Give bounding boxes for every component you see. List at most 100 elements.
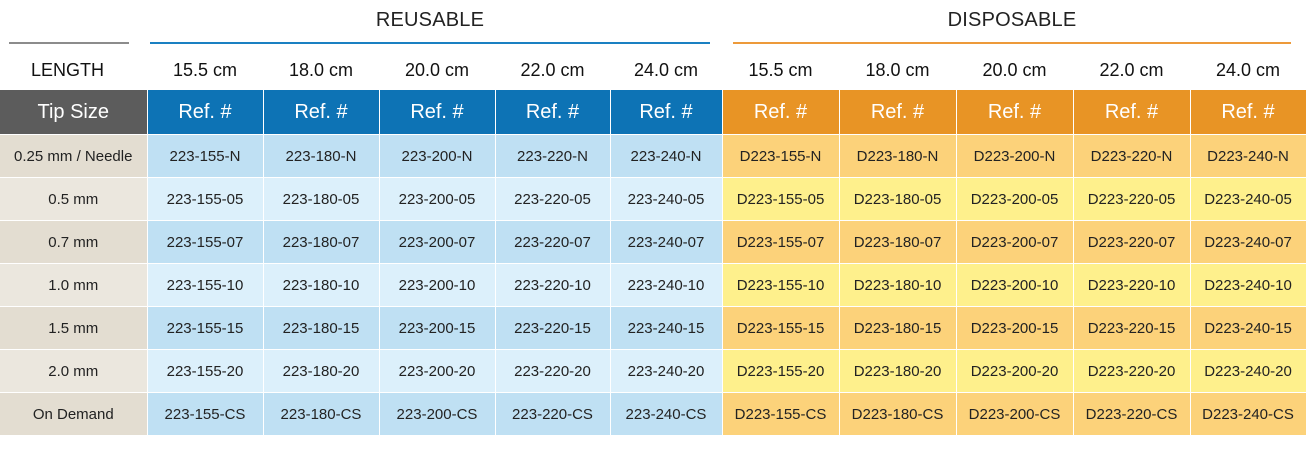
reusable-ref-cell: 223-240-05	[610, 177, 723, 221]
length-value: 15.5 cm	[748, 59, 813, 80]
disposable-ref-header: Ref. #	[722, 90, 840, 135]
reusable-ref-cell: 223-155-15	[147, 306, 264, 350]
reusable-ref-cell: 223-155-10	[147, 263, 264, 307]
disposable-ref-cell: D223-180-N	[839, 134, 957, 178]
reusable-ref-cell: 223-180-10	[263, 263, 380, 307]
length-value: 20.0 cm	[982, 59, 1047, 80]
disposable-ref-cell: D223-220-N	[1073, 134, 1191, 178]
tip-size-cell: 0.25 mm / Needle	[0, 134, 148, 178]
disposable-ref-cell: D223-240-CS	[1190, 392, 1307, 436]
disposable-ref-cell: D223-155-20	[722, 349, 840, 393]
tip-size-cell: On Demand	[0, 392, 148, 436]
reusable-ref-cell: 223-180-N	[263, 134, 380, 178]
length-divider	[9, 42, 129, 44]
disposable-ref-cell: D223-200-CS	[956, 392, 1074, 436]
table-row: 0.5 mm 223-155-05 223-180-05 223-200-05 223-…	[0, 177, 1307, 221]
reusable-ref-cell: 223-200-05	[379, 177, 496, 221]
reusable-ref-cell: 223-180-05	[263, 177, 380, 221]
reusable-ref-header: Ref. #	[263, 90, 380, 135]
disposable-ref-header: Ref. #	[1190, 90, 1307, 135]
table-row: 0.7 mm 223-155-07 223-180-07 223-200-07 223-…	[0, 220, 1307, 264]
reusable-ref-cell: 223-240-N	[610, 134, 723, 178]
reusable-ref-cell: 223-220-10	[495, 263, 611, 307]
disposable-ref-cell: D223-240-20	[1190, 349, 1307, 393]
reusable-ref-cell: 223-155-CS	[147, 392, 264, 436]
reusable-ref-cell: 223-200-07	[379, 220, 496, 264]
length-value: 18.0 cm	[288, 59, 354, 80]
reusable-ref-header: Ref. #	[610, 90, 723, 135]
disposable-ref-cell: D223-220-CS	[1073, 392, 1191, 436]
disposable-ref-cell: D223-155-10	[722, 263, 840, 307]
length-value: 22.0 cm	[520, 59, 585, 80]
tip-size-cell: 0.5 mm	[0, 177, 148, 221]
disposable-ref-cell: D223-155-CS	[722, 392, 840, 436]
reusable-ref-cell: 223-180-CS	[263, 392, 380, 436]
tip-size-header: Tip Size	[0, 90, 148, 135]
reusable-ref-cell: 223-180-15	[263, 306, 380, 350]
reusable-ref-cell: 223-220-N	[495, 134, 611, 178]
disposable-ref-header: Ref. #	[1073, 90, 1191, 135]
reusable-ref-cell: 223-155-05	[147, 177, 264, 221]
reusable-ref-cell: 223-155-20	[147, 349, 264, 393]
tip-size-cell: 1.5 mm	[0, 306, 148, 350]
disposable-ref-cell: D223-240-N	[1190, 134, 1307, 178]
disposable-ref-cell: D223-155-15	[722, 306, 840, 350]
reusable-ref-cell: 223-220-15	[495, 306, 611, 350]
disposable-ref-cell: D223-180-CS	[839, 392, 957, 436]
disposable-ref-cell: D223-200-N	[956, 134, 1074, 178]
disposable-ref-cell: D223-155-05	[722, 177, 840, 221]
disposable-ref-cell: D223-220-05	[1073, 177, 1191, 221]
reusable-ref-cell: 223-240-07	[610, 220, 723, 264]
disposable-ref-cell: D223-180-07	[839, 220, 957, 264]
reusable-ref-cell: 223-220-07	[495, 220, 611, 264]
reusable-group-underline	[150, 42, 710, 44]
disposable-ref-cell: D223-180-10	[839, 263, 957, 307]
disposable-ref-cell: D223-240-10	[1190, 263, 1307, 307]
table-row: On Demand 223-155-CS 223-180-CS 223-200-CS 2…	[0, 392, 1307, 436]
length-row: LENGTH 15.5 cm 18.0 cm 20.0 cm 22.0 cm 24.0 …	[0, 50, 1308, 90]
table-row: 1.5 mm 223-155-15 223-180-15 223-200-15 223-…	[0, 306, 1307, 350]
tip-size-cell: 0.7 mm	[0, 220, 148, 264]
table-row: 1.0 mm 223-155-10 223-180-10 223-200-10 223-…	[0, 263, 1307, 307]
reference-table: Tip Size Ref. # Ref. # Ref. # Ref. # Ref. # Re…	[0, 90, 1307, 436]
reusable-ref-cell: 223-155-07	[147, 220, 264, 264]
reusable-ref-cell: 223-220-05	[495, 177, 611, 221]
length-value: 24.0 cm	[633, 59, 699, 80]
reusable-ref-cell: 223-200-15	[379, 306, 496, 350]
length-value: 22.0 cm	[1099, 59, 1164, 80]
disposable-ref-cell: D223-155-07	[722, 220, 840, 264]
length-value: 15.5 cm	[172, 59, 238, 80]
disposable-ref-cell: D223-240-15	[1190, 306, 1307, 350]
reusable-ref-header: Ref. #	[147, 90, 264, 135]
disposable-ref-cell: D223-200-05	[956, 177, 1074, 221]
reusable-ref-cell: 223-240-15	[610, 306, 723, 350]
header-row: Tip Size Ref. # Ref. # Ref. # Ref. # Ref. # Re…	[0, 90, 1307, 135]
disposable-ref-cell: D223-220-10	[1073, 263, 1191, 307]
tip-size-cell: 1.0 mm	[0, 263, 148, 307]
disposable-ref-cell: D223-180-05	[839, 177, 957, 221]
table-row: 2.0 mm 223-155-20 223-180-20 223-200-20 223-…	[0, 349, 1307, 393]
disposable-group-underline	[733, 42, 1291, 44]
reusable-ref-cell: 223-200-20	[379, 349, 496, 393]
reusable-group-title: REUSABLE	[375, 9, 485, 31]
length-value: 18.0 cm	[865, 59, 930, 80]
reusable-ref-cell: 223-240-CS	[610, 392, 723, 436]
reusable-ref-cell: 223-200-N	[379, 134, 496, 178]
reusable-ref-header: Ref. #	[379, 90, 496, 135]
disposable-ref-cell: D223-200-07	[956, 220, 1074, 264]
reusable-ref-cell: 223-180-20	[263, 349, 380, 393]
length-value: 20.0 cm	[404, 59, 470, 80]
disposable-ref-cell: D223-240-07	[1190, 220, 1307, 264]
reusable-ref-cell: 223-240-20	[610, 349, 723, 393]
disposable-ref-cell: D223-220-07	[1073, 220, 1191, 264]
group-header: REUSABLE DISPOSABLE	[0, 0, 1308, 50]
tip-size-cell: 2.0 mm	[0, 349, 148, 393]
disposable-ref-cell: D223-240-05	[1190, 177, 1307, 221]
disposable-ref-header: Ref. #	[839, 90, 957, 135]
disposable-ref-cell: D223-200-10	[956, 263, 1074, 307]
length-label: LENGTH	[30, 59, 104, 80]
disposable-ref-cell: D223-200-20	[956, 349, 1074, 393]
disposable-ref-cell: D223-155-N	[722, 134, 840, 178]
reusable-ref-cell: 223-220-20	[495, 349, 611, 393]
length-value: 24.0 cm	[1215, 59, 1281, 80]
